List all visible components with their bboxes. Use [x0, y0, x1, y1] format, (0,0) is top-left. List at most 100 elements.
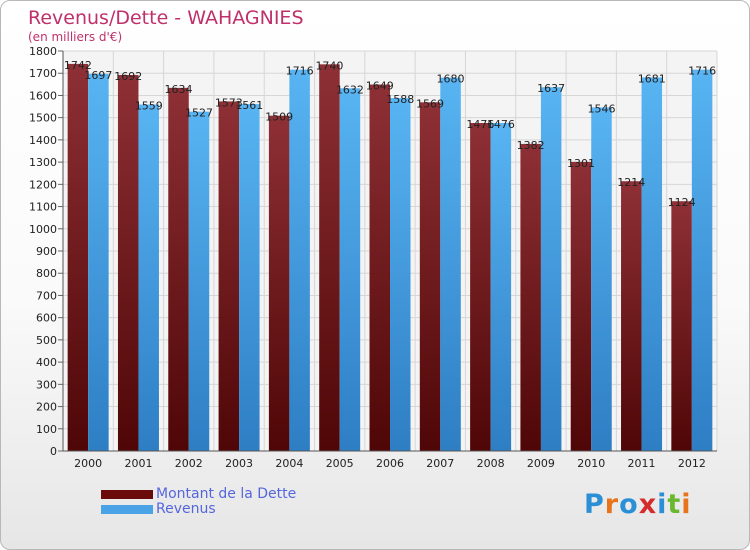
x-tick-label: 2009 — [527, 457, 555, 470]
value-label-revenus: 1527 — [185, 107, 213, 120]
y-tick-label: 100 — [36, 423, 57, 436]
y-tick-label: 1700 — [29, 67, 57, 80]
bar-revenus — [239, 104, 260, 451]
legend-label-dette: Montant de la Dette — [156, 486, 297, 502]
value-label-revenus: 1632 — [336, 83, 364, 96]
y-tick-label: 500 — [36, 334, 57, 347]
x-tick-label: 2010 — [577, 457, 605, 470]
bar-dette — [268, 115, 290, 452]
value-label-dette: 1634 — [165, 83, 193, 96]
value-label-revenus: 1561 — [235, 99, 263, 112]
value-label-dette: 1569 — [416, 97, 444, 110]
y-tick-label: 0 — [50, 445, 57, 458]
y-tick-label: 300 — [36, 378, 57, 391]
value-label-dette: 1476 — [466, 118, 494, 131]
logo-letter: x — [638, 489, 658, 520]
value-label-revenus: 1681 — [638, 72, 666, 85]
y-tick-label: 200 — [36, 401, 57, 414]
logo-letter: o — [619, 489, 639, 520]
value-label-dette: 1301 — [567, 157, 595, 170]
proxiti-logo: Proxiti — [584, 489, 692, 520]
x-tick-label: 2011 — [628, 457, 656, 470]
value-label-dette: 1573 — [215, 96, 243, 109]
x-tick-label: 2003 — [225, 457, 253, 470]
y-tick-label: 1600 — [29, 89, 57, 102]
value-label-dette: 1509 — [265, 111, 293, 124]
legend-label-revenus: Revenus — [156, 501, 216, 517]
x-tick-label: 2006 — [376, 457, 404, 470]
bar-revenus — [691, 69, 713, 452]
bar-dette — [570, 161, 592, 451]
chart-title: Revenus/Dette - WAHAGNIES — [28, 7, 304, 29]
x-tick-label: 2004 — [275, 457, 303, 470]
y-tick-label: 1100 — [29, 201, 57, 214]
chart-subtitle: (en milliers d'€) — [28, 30, 123, 44]
logo-letter: i — [657, 489, 668, 520]
y-tick-label: 400 — [36, 356, 57, 369]
value-label-revenus: 1637 — [537, 82, 565, 95]
bar-revenus — [641, 77, 663, 451]
logo-letter: i — [681, 489, 692, 520]
x-tick-label: 2000 — [74, 457, 102, 470]
value-label-dette: 1382 — [517, 139, 545, 152]
legend-swatch-revenus — [101, 505, 153, 514]
bar-revenus — [339, 88, 361, 451]
value-label-dette: 1214 — [617, 176, 645, 189]
value-label-revenus: 1559 — [135, 100, 163, 113]
value-label-revenus: 1680 — [437, 73, 465, 86]
value-label-dette: 1740 — [315, 59, 343, 72]
bar-revenus — [138, 104, 159, 452]
bar-dette — [520, 143, 541, 451]
x-tick-label: 2008 — [477, 457, 505, 470]
y-tick-label: 700 — [36, 289, 57, 302]
bar-revenus — [440, 77, 461, 452]
bar-revenus — [540, 87, 562, 451]
y-tick-label: 800 — [36, 267, 57, 280]
y-tick-label: 1500 — [29, 112, 57, 125]
legend-swatch-dette — [101, 490, 153, 499]
value-label-revenus: 1697 — [84, 69, 112, 82]
value-label-dette: 1124 — [668, 196, 696, 209]
bar-revenus — [490, 123, 512, 451]
bar-revenus — [289, 69, 310, 452]
x-tick-label: 2002 — [175, 457, 203, 470]
y-tick-label: 1800 — [29, 45, 57, 58]
y-tick-label: 900 — [36, 245, 57, 258]
value-label-dette: 1649 — [366, 80, 394, 93]
bar-dette — [168, 87, 189, 451]
bar-revenus — [591, 107, 612, 451]
bar-revenus — [88, 73, 109, 451]
bar-dette — [67, 63, 89, 452]
logo-letter: r — [604, 489, 620, 520]
x-tick-label: 2007 — [426, 457, 454, 470]
y-tick-label: 1200 — [29, 178, 57, 191]
y-tick-label: 600 — [36, 312, 57, 325]
value-label-revenus: 1716 — [688, 65, 716, 78]
bar-revenus — [390, 98, 411, 451]
value-label-revenus: 1716 — [286, 65, 314, 78]
value-label-revenus: 1588 — [386, 93, 414, 106]
x-tick-label: 2001 — [124, 457, 152, 470]
bar-revenus — [188, 111, 210, 452]
y-tick-label: 1000 — [29, 223, 57, 236]
bar-dette — [470, 123, 491, 451]
bar-dette — [621, 181, 642, 451]
bar-dette — [369, 84, 390, 452]
logo-letter: P — [584, 489, 605, 520]
bar-dette — [117, 75, 139, 451]
value-label-dette: 1742 — [64, 59, 92, 72]
bar-dette — [671, 201, 692, 451]
bar-dette — [218, 101, 240, 451]
x-tick-label: 2012 — [678, 457, 706, 470]
value-label-dette: 1692 — [114, 70, 142, 83]
logo-letter: t — [667, 489, 682, 520]
y-tick-label: 1300 — [29, 156, 57, 169]
x-tick-label: 2005 — [326, 457, 354, 470]
y-tick-label: 1400 — [29, 134, 57, 147]
value-label-revenus: 1546 — [587, 102, 615, 115]
bar-dette — [419, 102, 441, 451]
bar-dette — [319, 64, 340, 452]
value-label-revenus: 1476 — [487, 118, 515, 131]
